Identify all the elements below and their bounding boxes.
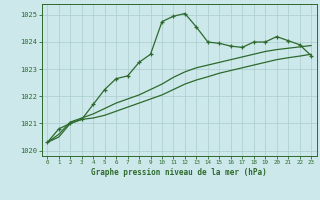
X-axis label: Graphe pression niveau de la mer (hPa): Graphe pression niveau de la mer (hPa) — [91, 168, 267, 177]
